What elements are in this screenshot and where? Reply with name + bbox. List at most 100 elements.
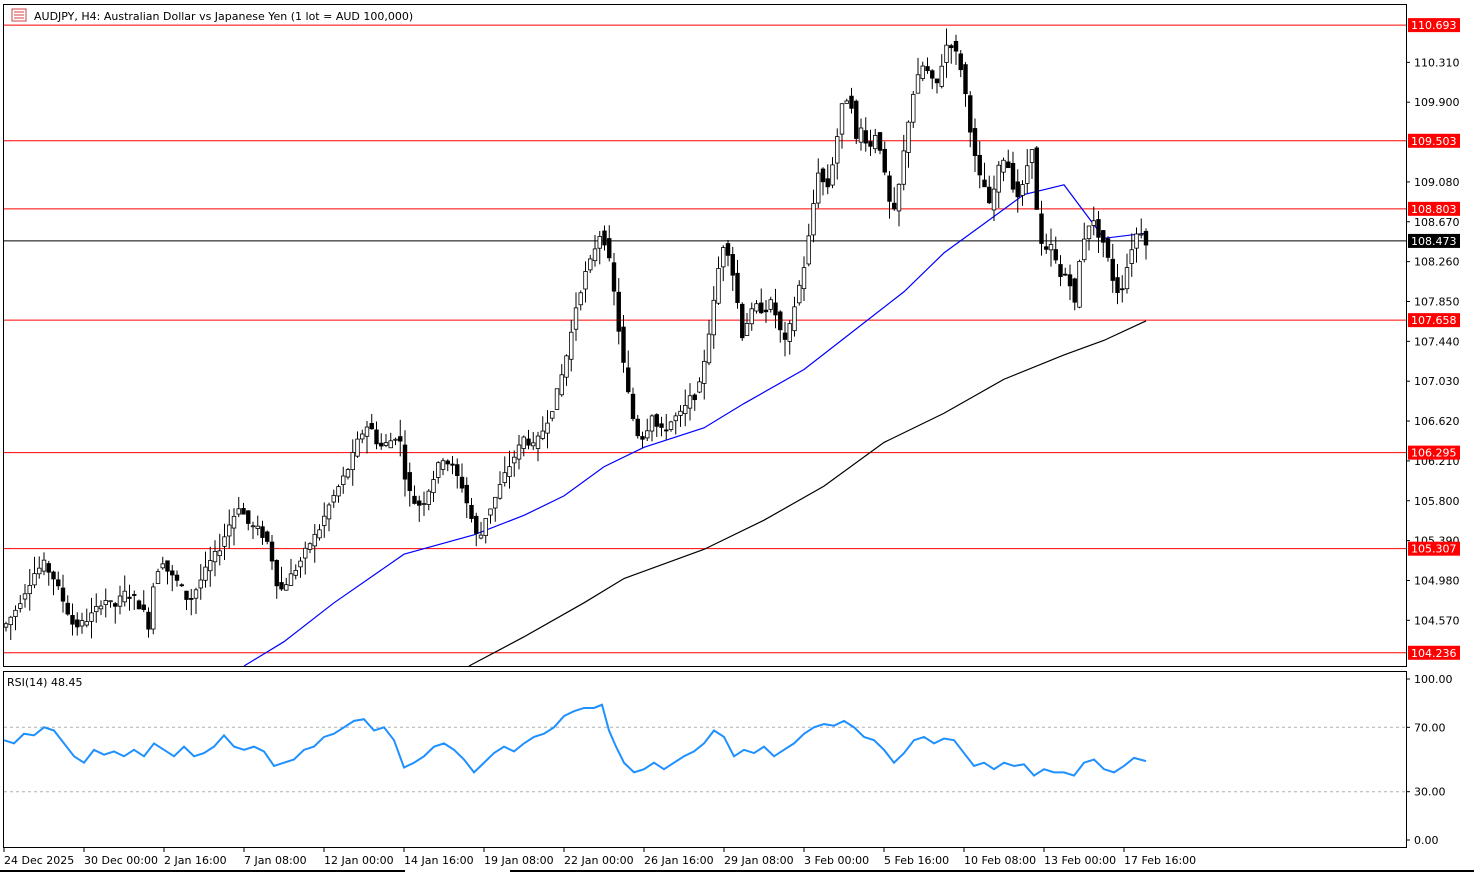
candle-bull (839, 103, 845, 135)
candle-bull (911, 94, 916, 123)
candle-bull (939, 65, 944, 87)
candle-bull (227, 524, 232, 537)
candle-bear (398, 436, 403, 442)
candle-bear (65, 602, 70, 615)
time-axis: 24 Dec 2025 30 Dec 00:00 2 Jan 16:00 7 Jan … (0, 847, 1474, 872)
price-tick-label: 104.570 (1414, 614, 1460, 627)
rsi-tick-label: 70.00 (1414, 721, 1446, 734)
candle-bear (127, 596, 132, 599)
candle-bull (531, 442, 536, 447)
candle-bull (811, 203, 816, 236)
candle-bear (863, 130, 868, 144)
candle-bull (94, 606, 99, 613)
rsi-label: RSI(14) 48.45 (7, 676, 82, 689)
candle-bear (1058, 264, 1063, 277)
candle-bear (1015, 181, 1020, 198)
candle-bear (75, 619, 80, 628)
candle-bull (687, 395, 693, 409)
candle-bear (369, 423, 374, 430)
candle-bull (721, 247, 726, 268)
candle-bull (550, 411, 555, 419)
candle-bear (526, 438, 531, 446)
candle-bull (1086, 225, 1092, 240)
candle-bull (160, 563, 165, 569)
candle-bull (554, 388, 560, 410)
candle-bear (963, 64, 968, 95)
time-tick-label: 17 Feb 16:00 (1124, 854, 1196, 867)
candle-bull (436, 462, 441, 478)
candle-bull (1025, 165, 1030, 184)
candle-bull (497, 484, 503, 499)
candle-bull (597, 236, 602, 249)
time-tick-label: 26 Jan 16:00 (644, 854, 714, 867)
candle-bull (792, 306, 797, 332)
candle-bear (274, 559, 279, 587)
candle-bull (801, 267, 807, 290)
candle-bear (459, 476, 465, 489)
candle-bear (179, 584, 184, 587)
candle-bull (431, 479, 436, 494)
price-tick-label: 106.620 (1414, 415, 1460, 428)
candle-bull (906, 121, 911, 153)
candle-bull (103, 600, 108, 605)
candle-bear (379, 442, 384, 447)
price-tick-label: 104.980 (1414, 574, 1460, 587)
candle-bear (1067, 274, 1073, 287)
candle-bear (953, 40, 959, 52)
candle-bear (882, 148, 887, 173)
candle-bull (336, 486, 341, 497)
candle-bear (877, 132, 883, 151)
candle-bear (445, 460, 450, 465)
candle-bear (1006, 161, 1011, 169)
candle-bear (607, 238, 612, 259)
candle-bull (341, 475, 346, 486)
candle-bear (759, 302, 764, 314)
level-price-label: 110.693 (1411, 19, 1457, 32)
slow-moving-average (468, 320, 1147, 667)
candle-bear (402, 444, 408, 480)
candle-bear (189, 598, 194, 600)
candle-bull (37, 567, 42, 575)
candle-bear (46, 563, 51, 573)
candle-bull (222, 536, 227, 547)
candle-bull (231, 515, 237, 529)
symbol-title: AUDJPY, H4: Australian Dollar vs Japanes… (34, 10, 413, 23)
candle-bear (930, 70, 935, 79)
candle-bear (407, 472, 412, 491)
candle-bear (279, 582, 284, 590)
price-tick-label: 109.080 (1414, 176, 1460, 189)
candle-bull (873, 135, 878, 150)
candle-bull (151, 586, 156, 630)
candle-bear (982, 179, 987, 188)
candle-bear (730, 254, 735, 276)
candle-bear (1143, 230, 1149, 246)
candle-bull (312, 533, 317, 547)
candle-bull (89, 612, 94, 622)
candle-bull (592, 248, 598, 262)
candle-bull (559, 374, 564, 396)
candle-bear (740, 303, 745, 339)
time-tick-label: 30 Dec 00:00 (84, 854, 158, 867)
candle-bull (683, 404, 688, 414)
candle-bull (706, 333, 712, 364)
candle-bull (768, 299, 773, 310)
candle-bull (711, 299, 716, 336)
candle-bear (1115, 277, 1120, 293)
candle-bull (364, 426, 370, 437)
candle-bear (70, 615, 75, 625)
candle-bear (987, 186, 992, 204)
level-price-label: 104.236 (1411, 647, 1457, 660)
candle-bull (1129, 249, 1134, 264)
candle-bull (1029, 149, 1035, 163)
candle-bear (778, 311, 783, 331)
time-tick-label: 24 Dec 2025 (4, 854, 74, 867)
candle-bull (787, 323, 792, 342)
candle-bull (322, 515, 327, 526)
symbol-header[interactable]: AUDJPY, H4: Australian Dollar vs Japanes… (11, 8, 413, 23)
candle-bear (184, 590, 189, 600)
candle-bear (977, 154, 982, 176)
candle-bull (673, 415, 678, 422)
time-tick-label: 19 Jan 08:00 (484, 854, 554, 867)
candle-bear (630, 393, 636, 419)
candle-bull (996, 164, 1001, 193)
